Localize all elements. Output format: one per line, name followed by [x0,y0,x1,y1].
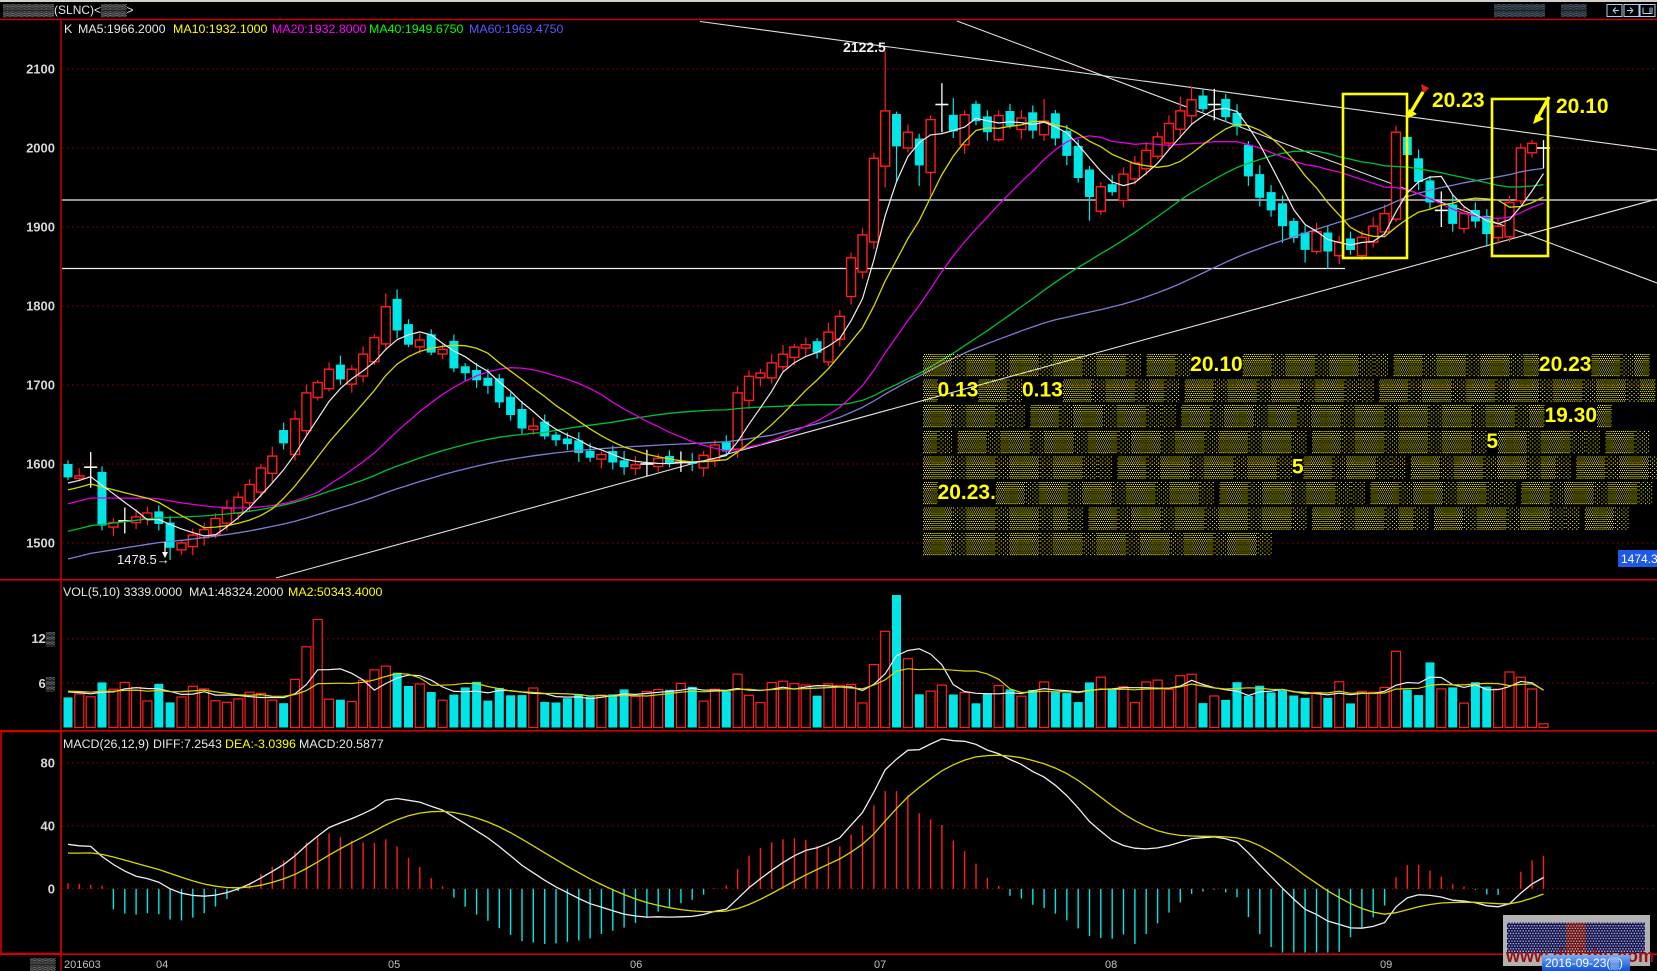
svg-text:12▒: 12▒ [31,631,55,647]
svg-text:08: 08 [1105,959,1117,971]
svg-text:80: 80 [41,755,55,770]
svg-text:K: K [64,22,73,36]
svg-text:1800: 1800 [26,299,55,314]
svg-text:MA40:1949.6750: MA40:1949.6750 [369,22,463,36]
svg-text:MA5:1966.2000: MA5:1966.2000 [78,22,166,36]
svg-text:MA2:50343.4000: MA2:50343.4000 [288,585,382,599]
svg-text:1500: 1500 [26,536,55,551]
svg-text:1900: 1900 [26,220,55,235]
svg-text:▒▒░▒▒░▒▒░▒░ ▒▒░▒▒░▒▒░▒▒░▒▒░ ▒▒: ▒▒░▒▒░▒▒░▒░ ▒▒░▒▒░▒▒░▒▒░▒▒░ ▒▒░▒▒░▒░ ▒▒░… [923,507,1629,530]
svg-text:MACD(26,12,9): MACD(26,12,9) [63,737,149,751]
svg-text:VOL(5,10) 3339.0000: VOL(5,10) 3339.0000 [63,585,182,599]
svg-text:DEA:-3.0396: DEA:-3.0396 [225,737,296,751]
svg-text:▒▒▒: ▒▒▒ [30,957,56,971]
svg-text:2016-09-23(▒): 2016-09-23(▒) [1545,956,1623,970]
svg-text:06: 06 [630,959,642,971]
svg-text:2100: 2100 [26,62,55,77]
svg-text:MA1:48324.2000: MA1:48324.2000 [189,585,283,599]
svg-text:▒▒░▒▒░░ ▒▒░▒▒░▒▒░░ ▒▒░▒▒░▒▒░▒▒: ▒▒░▒▒░░ ▒▒░▒▒░▒▒░░ ▒▒░▒▒░▒▒░▒▒░▒▒░▒▒░▒▒░… [923,404,1612,427]
svg-text:20.23: 20.23 [1432,89,1485,112]
svg-text:MACD:20.5877: MACD:20.5877 [299,737,384,751]
svg-text:05: 05 [388,959,400,971]
svg-text:MA60:1969.4750: MA60:1969.4750 [469,22,563,36]
svg-text:40: 40 [41,818,55,833]
svg-text:▓▓▓▓▓▓▓: ▓▓▓▓▓▓▓ [1507,921,1645,954]
svg-text:09: 09 [1380,959,1392,971]
svg-text:MA20:1932.8000: MA20:1932.8000 [272,22,366,36]
svg-text:07: 07 [874,959,886,971]
svg-text:1700: 1700 [26,378,55,393]
svg-text:▒▒▒▒▒▒: ▒▒▒▒▒▒ [1494,3,1546,17]
svg-text:▒▒░▒▒░▒▒░▒▒░░ ▒▒░▒▒░▒▒░▒▒░5▒▒░: ▒▒░▒▒░▒▒░▒▒░░ ▒▒░▒▒░▒▒░▒▒░5▒▒░▒▒░░ ▒▒░▒▒… [923,455,1657,478]
svg-text:▒20.23.▒▒░▒▒░▒▒░▒▒░▒▒░ ▒▒░▒▒░▒: ▒20.23.▒▒░▒▒░▒▒░▒▒░▒▒░ ▒▒░▒▒░▒▒░░ ▒▒░▒▒░… [923,481,1653,504]
svg-text:▒0.13▒▒░0.13▒▒░▒▒░▒░ ▒▒░▒▒░▒▒░: ▒0.13▒▒░0.13▒▒░▒▒░▒░ ▒▒░▒▒░▒▒░▒▒░░ ▒▒░▒▒… [923,379,1656,402]
svg-text:1600: 1600 [26,457,55,472]
svg-text:1478.5→: 1478.5→ [117,552,170,567]
svg-text:DIFF:7.2543: DIFF:7.2543 [153,737,222,751]
svg-text:0: 0 [48,881,55,896]
svg-text:1474.3: 1474.3 [1621,552,1657,566]
svg-text:201603: 201603 [64,959,101,971]
svg-text:▒▒▒: ▒▒▒ [1561,3,1587,17]
svg-text:2122.5: 2122.5 [843,39,886,55]
svg-text:▒▒▒▒▒▒(SLNC)<▒▒▒>: ▒▒▒▒▒▒(SLNC)<▒▒▒> [3,3,134,17]
svg-text:▒░ ▒▒░▒▒░▒▒░▒▒░▒▒░▒▒░▒▒░▒▒░ ▒▒: ▒░ ▒▒░▒▒░▒▒░▒▒░▒▒░▒▒░▒▒░▒▒░ ▒▒░▒▒░▒▒░▒▒░… [923,430,1649,453]
svg-text:04: 04 [156,959,168,971]
svg-text:2000: 2000 [26,141,55,156]
svg-text:▒▒░▒▒░▒▒░▒▒░▒▒░ ▒▒░20.10▒▒░▒▒░: ▒▒░▒▒░▒▒░▒▒░▒▒░ ▒▒░20.10▒▒░▒▒░▒▒░░ ▒▒░▒▒… [923,353,1650,376]
svg-text:6▒: 6▒ [39,676,56,692]
svg-text:MA10:1932.1000: MA10:1932.1000 [173,22,267,36]
svg-text:▒▒░▒▒░▒▒░▒▒░▒▒░▒▒░▒▒░▒▒░: ▒▒░▒▒░▒▒░▒▒░▒▒░▒▒░▒▒░▒▒░ [923,532,1277,555]
svg-text:20.10: 20.10 [1556,95,1609,118]
